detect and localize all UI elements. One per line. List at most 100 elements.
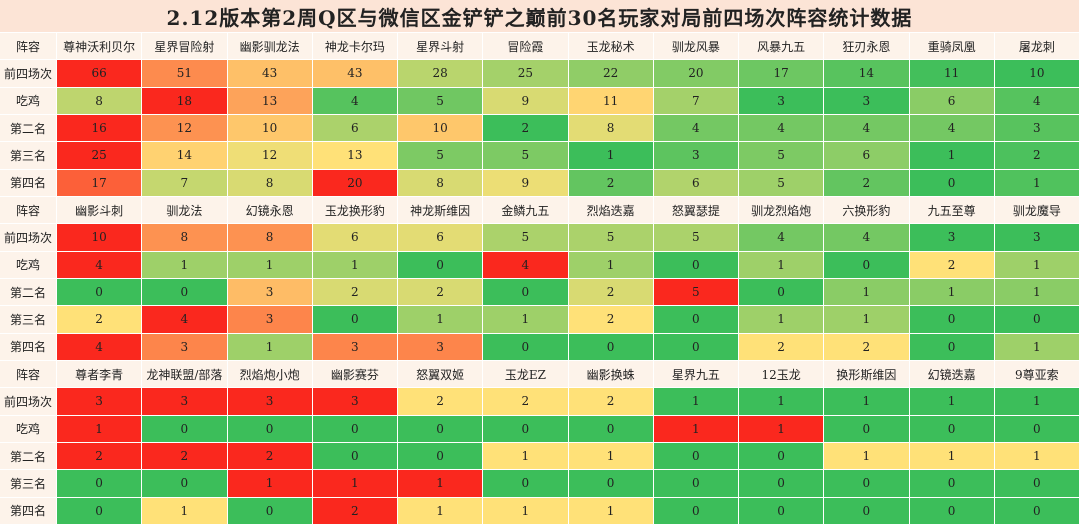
value-cell: 1 <box>824 306 910 334</box>
value-cell: 2 <box>312 497 398 525</box>
row-label: 吃鸡 <box>0 87 57 115</box>
value-cell: 8 <box>57 87 143 115</box>
value-cell: 4 <box>57 333 143 361</box>
value-cell: 10 <box>398 115 484 143</box>
value-cell: 1 <box>227 333 313 361</box>
value-cell: 1 <box>142 497 228 525</box>
value-cell: 4 <box>483 251 569 279</box>
value-cell: 25 <box>57 142 143 170</box>
value-cell: 0 <box>483 333 569 361</box>
value-cell: 5 <box>653 224 739 252</box>
value-cell: 0 <box>57 279 143 307</box>
value-cell: 3 <box>227 279 313 307</box>
value-cell: 1 <box>824 443 910 471</box>
value-cell: 5 <box>398 87 484 115</box>
value-cell: 7 <box>142 169 228 197</box>
row-label: 第四名 <box>0 169 57 197</box>
row-label: 第四名 <box>0 333 57 361</box>
value-cell: 2 <box>483 388 569 416</box>
value-cell: 2 <box>398 388 484 416</box>
value-cell: 4 <box>312 87 398 115</box>
value-cell: 1 <box>824 388 910 416</box>
value-cell: 1 <box>312 470 398 498</box>
value-cell: 1 <box>568 497 654 525</box>
header-cell: 幻镜迭嘉 <box>909 361 995 389</box>
header-cell: 星界冒险射 <box>142 33 228 61</box>
value-cell: 13 <box>227 87 313 115</box>
value-cell: 6 <box>312 224 398 252</box>
header-cell: 怒翼双姬 <box>398 361 484 389</box>
value-cell: 0 <box>909 169 995 197</box>
value-cell: 8 <box>227 169 313 197</box>
value-cell: 0 <box>994 306 1080 334</box>
header-cell: 玉龙EZ <box>483 361 569 389</box>
row-label: 第三名 <box>0 142 57 170</box>
value-cell: 1 <box>142 251 228 279</box>
value-cell: 0 <box>483 470 569 498</box>
header-cell: 烈焰炮小炮 <box>227 361 313 389</box>
value-cell: 3 <box>312 388 398 416</box>
value-cell: 10 <box>57 224 143 252</box>
value-cell: 1 <box>739 388 825 416</box>
value-cell: 0 <box>653 333 739 361</box>
value-cell: 3 <box>57 388 143 416</box>
value-cell: 2 <box>398 279 484 307</box>
value-cell: 7 <box>653 87 739 115</box>
value-cell: 13 <box>312 142 398 170</box>
value-cell: 2 <box>739 333 825 361</box>
header-cell: 玉龙换形豹 <box>312 197 398 225</box>
header-cell: 驯龙魔导 <box>994 197 1080 225</box>
value-cell: 0 <box>483 279 569 307</box>
value-cell: 1 <box>739 415 825 443</box>
value-cell: 2 <box>227 443 313 471</box>
value-cell: 6 <box>653 169 739 197</box>
header-cell: 尊神沃利贝尔 <box>57 33 143 61</box>
value-cell: 0 <box>739 497 825 525</box>
value-cell: 1 <box>568 142 654 170</box>
value-cell: 0 <box>909 415 995 443</box>
value-cell: 8 <box>142 224 228 252</box>
value-cell: 1 <box>568 251 654 279</box>
row-label: 第四名 <box>0 497 57 525</box>
value-cell: 1 <box>57 415 143 443</box>
value-cell: 4 <box>57 251 143 279</box>
value-cell: 6 <box>909 87 995 115</box>
value-cell: 2 <box>909 251 995 279</box>
value-cell: 3 <box>824 87 910 115</box>
value-cell: 1 <box>568 443 654 471</box>
value-cell: 0 <box>483 415 569 443</box>
header-cell: 星界九五 <box>653 361 739 389</box>
header-cell: 龙神联盟/部落 <box>142 361 228 389</box>
value-cell: 17 <box>57 169 143 197</box>
row-label: 第二名 <box>0 115 57 143</box>
value-cell: 0 <box>653 306 739 334</box>
value-cell: 0 <box>994 497 1080 525</box>
value-cell: 3 <box>227 306 313 334</box>
value-cell: 3 <box>142 388 228 416</box>
value-cell: 2 <box>312 279 398 307</box>
value-cell: 1 <box>483 443 569 471</box>
value-cell: 1 <box>227 470 313 498</box>
header-cell: 尊者李青 <box>57 361 143 389</box>
value-cell: 0 <box>824 415 910 443</box>
value-cell: 5 <box>568 224 654 252</box>
value-cell: 4 <box>824 115 910 143</box>
row-label: 第三名 <box>0 470 57 498</box>
value-cell: 6 <box>398 224 484 252</box>
value-cell: 1 <box>909 142 995 170</box>
value-cell: 0 <box>909 333 995 361</box>
header-cell: 星界斗射 <box>398 33 484 61</box>
value-cell: 20 <box>312 169 398 197</box>
header-cell: 幻镜永恩 <box>227 197 313 225</box>
header-cell: 驯龙烈焰炮 <box>739 197 825 225</box>
row-label: 第二名 <box>0 443 57 471</box>
value-cell: 0 <box>824 497 910 525</box>
value-cell: 17 <box>739 60 825 88</box>
value-cell: 1 <box>994 279 1080 307</box>
value-cell: 11 <box>568 87 654 115</box>
value-cell: 16 <box>57 115 143 143</box>
value-cell: 8 <box>568 115 654 143</box>
value-cell: 4 <box>824 224 910 252</box>
value-cell: 2 <box>568 279 654 307</box>
value-cell: 1 <box>398 306 484 334</box>
